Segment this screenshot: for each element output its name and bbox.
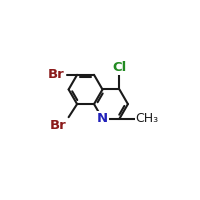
Text: CH₃: CH₃ <box>136 112 159 125</box>
Text: N: N <box>97 112 108 125</box>
Text: Br: Br <box>50 119 67 132</box>
Text: Br: Br <box>48 68 65 81</box>
Text: Cl: Cl <box>112 61 127 74</box>
